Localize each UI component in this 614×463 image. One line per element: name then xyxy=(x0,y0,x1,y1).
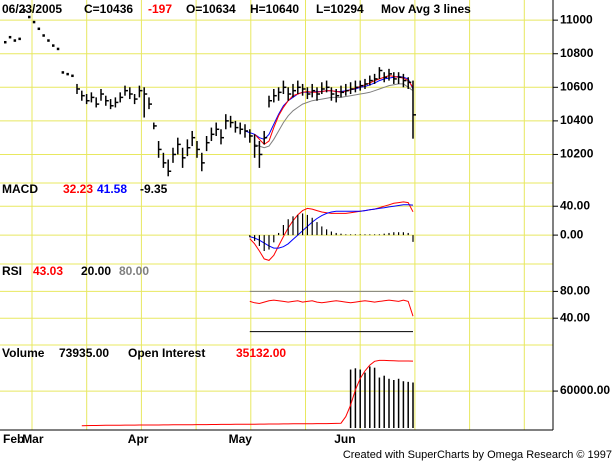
y-tick-label: 0.00 xyxy=(560,227,584,241)
price-dot xyxy=(71,74,74,78)
price-dot xyxy=(13,39,17,42)
y-tick-label: 40.00 xyxy=(560,198,590,212)
price-dot xyxy=(4,40,7,44)
price-dot xyxy=(47,39,50,42)
price-dot xyxy=(23,9,26,12)
x-tick-label: Mar xyxy=(22,432,44,446)
price-dot xyxy=(52,44,55,47)
oi-value: 35132.00 xyxy=(236,346,286,360)
y-tick-label: 10200 xyxy=(560,147,594,161)
y-tick-label: 11000 xyxy=(560,12,593,26)
price-dot xyxy=(8,35,12,39)
macd-line xyxy=(249,204,414,249)
volume-title: Volume xyxy=(2,346,45,360)
volume-value: 73935.00 xyxy=(59,346,109,360)
grid-layer xyxy=(0,0,553,430)
moving-average xyxy=(254,75,414,146)
macd-line xyxy=(249,201,414,261)
rsi-low-level: 20.00 xyxy=(81,264,111,278)
y-tick-label: 10600 xyxy=(560,79,594,93)
price-dot xyxy=(42,34,45,37)
close-readout: C=10436 xyxy=(84,2,133,16)
price-dot xyxy=(28,15,31,19)
x-tick-label: Feb xyxy=(3,432,24,446)
y-tick-label: 60000.00 xyxy=(560,383,610,397)
rsi-title: RSI xyxy=(2,264,22,278)
price-dot xyxy=(18,37,21,41)
price-dot xyxy=(32,20,36,24)
rsi-value: 43.03 xyxy=(33,264,63,278)
x-tick-label: Apr xyxy=(128,432,149,446)
rsi-high-level: 80.00 xyxy=(119,264,149,278)
open-readout: O=10634 xyxy=(186,2,236,16)
macd-value: 32.23 xyxy=(63,182,93,196)
signal-value: 41.58 xyxy=(97,182,127,196)
macd-title: MACD xyxy=(2,182,38,196)
y-tick-label: 10800 xyxy=(560,46,594,60)
low-readout: L=10294 xyxy=(316,2,364,16)
price-dot xyxy=(56,47,60,51)
x-tick-label: May xyxy=(229,432,253,446)
moving-average xyxy=(254,83,414,149)
histogram-value: -9.35 xyxy=(140,182,168,196)
price-dot xyxy=(61,71,65,74)
open-interest-line xyxy=(81,359,414,427)
indicator-label: Mov Avg 3 lines xyxy=(381,2,471,16)
x-tick-label: Jun xyxy=(334,432,355,446)
rsi-line xyxy=(249,299,414,317)
price-dot xyxy=(66,72,69,76)
footer: Created with SuperCharts by Omega Resear… xyxy=(343,449,612,461)
price-dot xyxy=(37,27,41,31)
change-readout: -197 xyxy=(148,2,172,16)
high-readout: H=10640 xyxy=(250,2,299,16)
date: 06/23/2005 xyxy=(2,2,62,16)
y-tick-label: 10400 xyxy=(560,113,594,127)
oi-title: Open Interest xyxy=(128,346,205,360)
y-tick-label: 40.00 xyxy=(560,310,590,324)
y-tick-label: 80.00 xyxy=(560,284,590,298)
